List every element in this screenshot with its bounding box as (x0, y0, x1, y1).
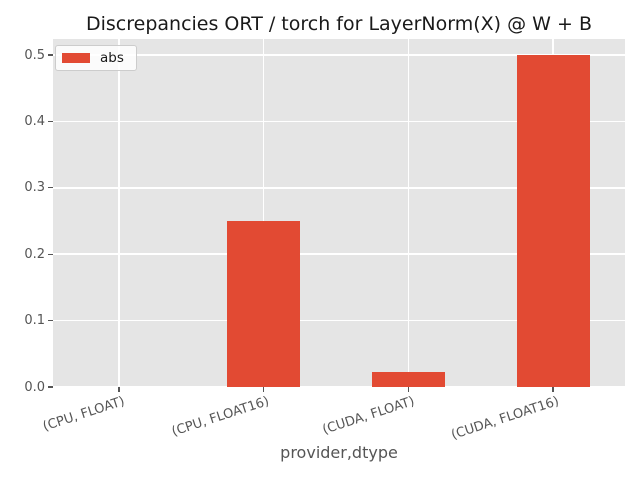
y-tick-mark (48, 120, 53, 122)
y-gridline (53, 319, 625, 322)
x-tick-label: (CPU, FLOAT) (41, 394, 127, 435)
x-tick-mark (552, 387, 554, 392)
y-tick-mark (48, 54, 53, 56)
bar (516, 55, 590, 387)
y-gridline (53, 253, 625, 255)
x-gridline (407, 39, 410, 387)
x-tick-label: (CUDA, FLOAT) (320, 394, 416, 438)
x-tick-mark (263, 387, 265, 392)
y-gridline (53, 120, 625, 123)
legend-label: abs (100, 50, 124, 66)
legend: abs (55, 45, 137, 71)
x-tick-mark (407, 387, 409, 392)
y-tick-label: 0.1 (24, 313, 45, 329)
bar (371, 371, 445, 387)
legend-swatch-abs (62, 53, 90, 63)
y-tick-label: 0.4 (24, 113, 45, 129)
y-tick-label: 0.0 (24, 379, 45, 395)
y-gridline (53, 386, 625, 388)
x-axis-label: provider,dtype (280, 443, 398, 462)
y-tick-label: 0.5 (24, 47, 45, 63)
y-gridline (53, 187, 625, 189)
y-tick-mark (48, 386, 53, 388)
x-tick-mark (118, 387, 120, 392)
x-gridline (118, 39, 120, 387)
chart-title: Discrepancies ORT / torch for LayerNorm(… (86, 13, 592, 35)
y-tick-mark (48, 253, 53, 255)
y-tick-mark (48, 320, 53, 322)
y-tick-label: 0.3 (24, 180, 45, 196)
y-gridline (53, 54, 625, 56)
x-tick-label: (CPU, FLOAT16) (170, 394, 272, 440)
x-gridline (262, 39, 265, 387)
bar (227, 221, 301, 387)
x-tick-label: (CUDA, FLOAT16) (449, 394, 561, 443)
y-tick-mark (48, 187, 53, 189)
y-tick-label: 0.2 (24, 246, 45, 262)
plot-area (53, 39, 625, 388)
